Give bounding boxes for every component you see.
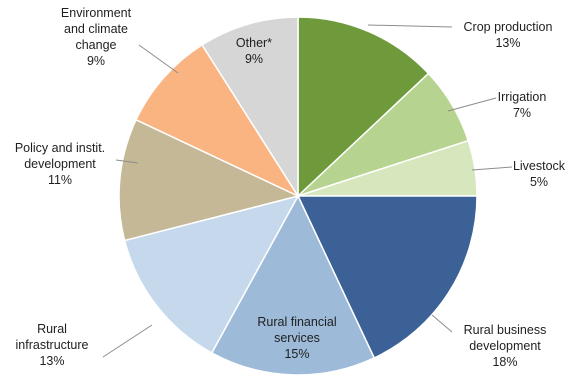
slice-label-policy-and-instit-development: Policy and instit. [15,141,105,155]
slice-value-label-policy-and-instit-development: 11% [48,173,72,187]
slice-label-environment-and-climate-change: Environment [61,6,132,20]
slice-value-label-environment-and-climate-change: 9% [87,54,105,68]
slice-label-rural-infrastructure: Rural [37,322,67,336]
leader-line-environment-and-climate-change [138,44,179,74]
slice-label-rural-business-development: Rural business [464,323,547,337]
pie-slice-environment-and-climate-change [135,43,301,198]
slice-value-label-crop-production: 13% [495,36,520,50]
slice-value-label-rural-infrastructure: 13% [39,354,64,368]
slice-label-rural-business-development: development [469,339,541,353]
slice-value-label-livestock: 5% [530,175,548,189]
pie-slices [118,16,478,376]
leader-line-livestock [471,166,513,171]
pie-slice-rural-infrastructure [123,194,300,354]
pie-slice-rural-financial-services [210,194,376,376]
slice-label-rural-financial-services: services [274,331,320,345]
slice-value-label-irrigation: 7% [513,106,531,120]
pie-slice-rural-business-development [296,195,478,359]
slice-label-policy-and-instit-development: development [24,157,96,171]
slice-label-rural-infrastructure: infrastructure [16,338,89,352]
slice-value-label-rural-business-development: 18% [492,355,517,369]
leader-line-rural-infrastructure [102,324,153,358]
leader-lines [102,24,513,358]
leader-line-policy-and-instit-development [115,159,139,164]
slice-label-irrigation: Irrigation [498,90,547,104]
slice-label-livestock: Livestock [513,159,566,173]
slice-label-environment-and-climate-change: and climate [64,22,128,36]
leader-line-rural-business-development [431,314,453,333]
leader-line-irrigation [447,97,497,112]
leader-line-crop-production [367,24,453,28]
slice-label-rural-financial-services: Rural financial [257,315,336,329]
pie-slice-crop-production [297,16,430,198]
pie-slice-other [201,16,299,199]
slice-label-other: Other* [236,36,272,50]
slice-value-label-rural-financial-services: 15% [284,347,309,361]
slice-labels: Crop production 13% Irrigation 7% Livestock 5… [15,6,566,369]
pie-slice-policy-and-instit-development [118,118,301,242]
slice-label-environment-and-climate-change: change [75,38,116,52]
slice-value-label-other: 9% [245,52,263,66]
slice-label-crop-production: Crop production [464,20,553,34]
